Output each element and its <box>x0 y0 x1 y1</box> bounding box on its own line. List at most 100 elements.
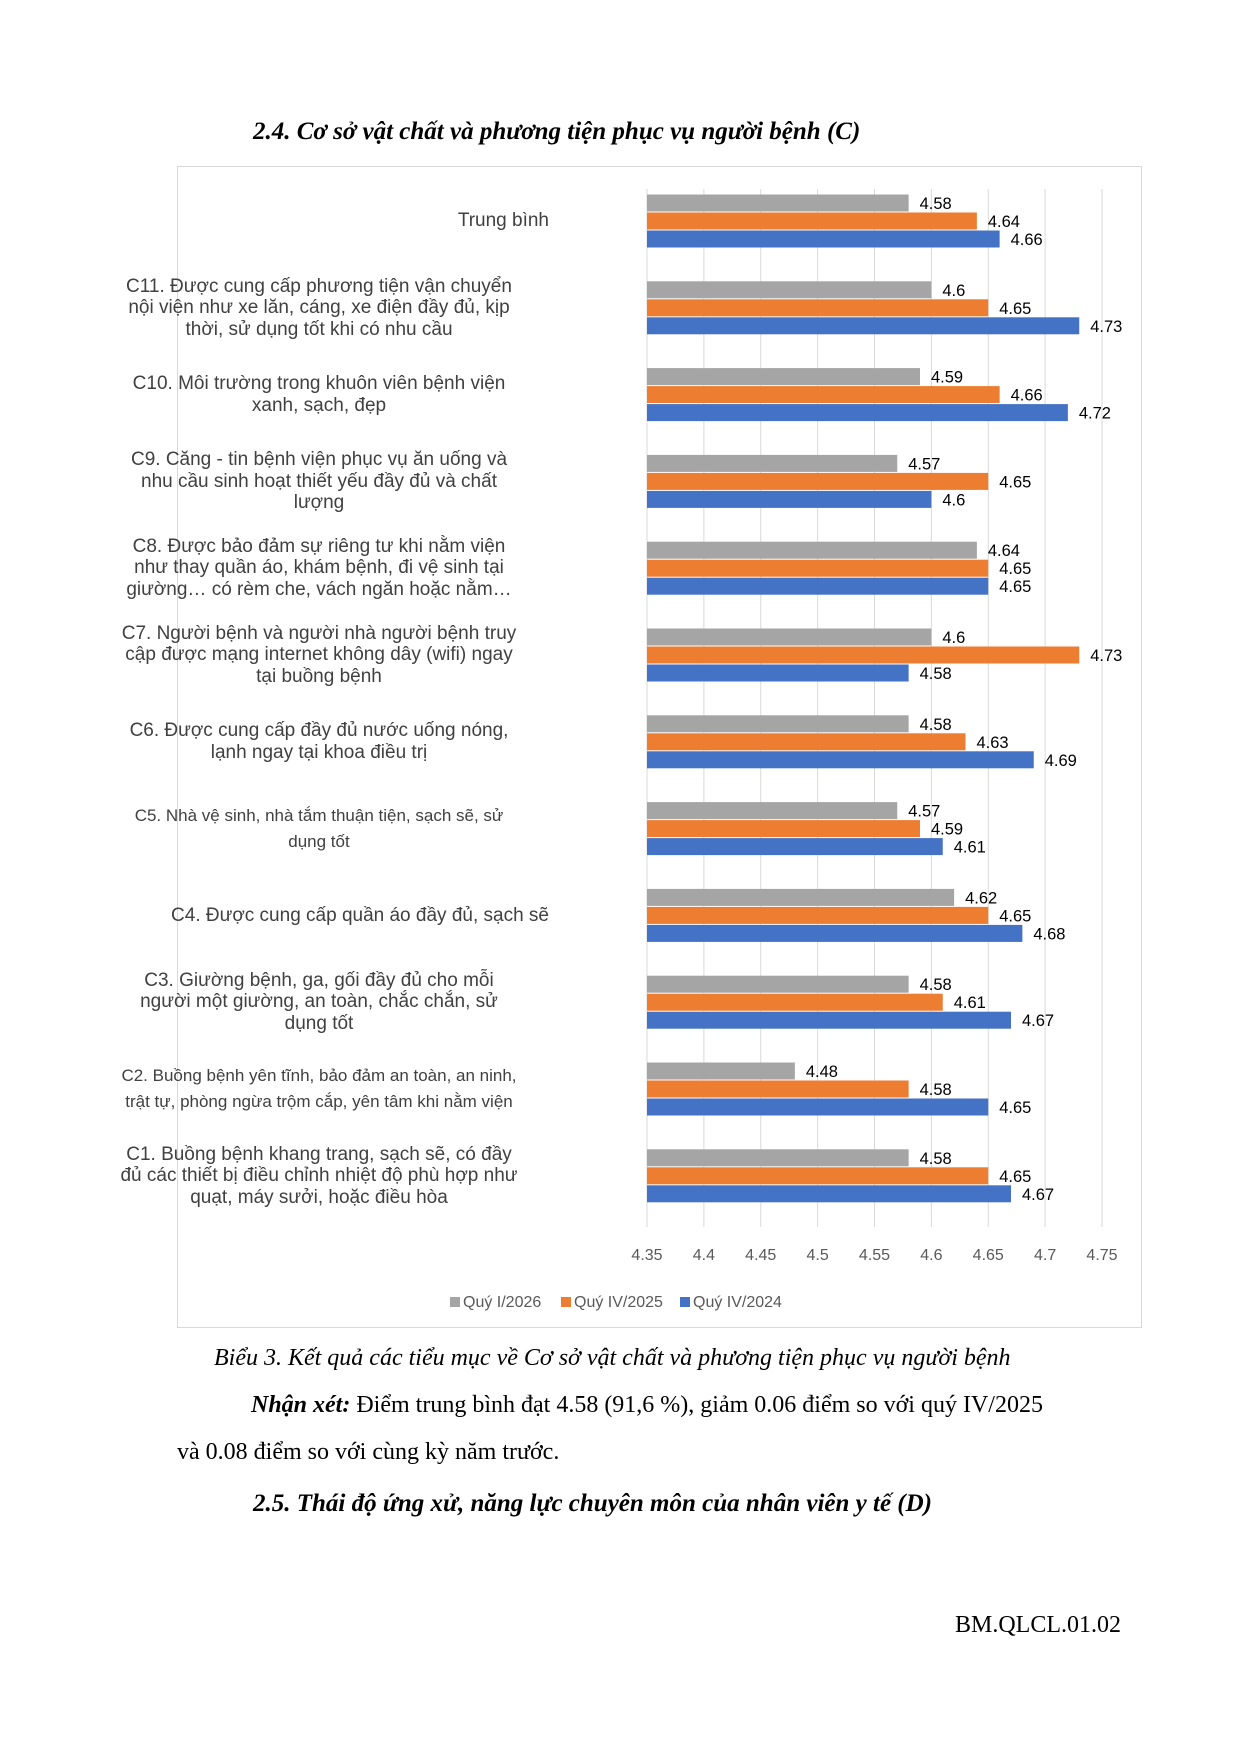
category-label-line: C11. Được cung cấp phương tiện vận chuyể… <box>126 275 512 297</box>
x-tick-label: 4.55 <box>859 1247 890 1264</box>
category-label-line: C2. Buồng bệnh yên tĩnh, bảo đảm an toàn… <box>121 1066 517 1085</box>
bar <box>647 751 1034 769</box>
data-label: 4.62 <box>965 889 997 907</box>
remark-line-2: và 0.08 điểm so với cùng kỳ năm trước. <box>177 1439 560 1465</box>
data-label: 4.66 <box>1011 231 1043 249</box>
category-label: C6. Được cung cấp đầy đủ nước uống nóng,… <box>89 720 549 763</box>
data-label: 4.59 <box>931 821 963 839</box>
data-label: 4.65 <box>999 473 1031 491</box>
bar <box>647 993 943 1011</box>
bar <box>647 820 920 838</box>
remark-line-1: Điểm trung bình đạt 4.58 (91,6 %), giảm … <box>356 1392 1043 1418</box>
bar <box>647 386 1000 404</box>
data-label: 4.58 <box>920 665 952 683</box>
data-label: 4.57 <box>908 803 940 821</box>
category-label-line: tại buồng bệnh <box>256 665 382 687</box>
bar <box>647 404 1068 422</box>
data-label: 4.48 <box>806 1063 838 1081</box>
bar-chart: 4.35 4.4 4.45 4.5 4.55 4.6 4.65 4.7 4.75 4.58 4.64… <box>120 166 1142 1328</box>
category-label-line: thời, sử dụng tốt khi có nhu cầu <box>185 318 453 340</box>
bar <box>647 924 1023 942</box>
x-tick-label: 4.5 <box>807 1247 829 1264</box>
category-label-line: cập được mạng internet không dây (wifi) … <box>125 644 513 666</box>
category-label: C1. Buồng bệnh khang trang, sạch sẽ, có … <box>89 1144 549 1209</box>
data-label: 4.72 <box>1079 405 1111 423</box>
bar <box>647 646 1080 664</box>
bar <box>647 1098 989 1116</box>
category-label-line: trật tự, phòng ngừa trộm cắp, yên tâm kh… <box>125 1092 513 1111</box>
category-label-line: như thay quần áo, khám bệnh, đi vệ sinh … <box>134 557 504 579</box>
data-label: 4.58 <box>920 1081 952 1099</box>
x-tick-label: 4.75 <box>1086 1247 1117 1264</box>
x-tick-label: 4.6 <box>920 1247 942 1264</box>
category-label: C4. Được cung cấp quần áo đầy đủ, sạch s… <box>89 905 549 927</box>
data-label: 4.73 <box>1090 647 1122 665</box>
data-label: 4.61 <box>954 994 986 1012</box>
x-tick-label: 4.4 <box>693 1247 715 1264</box>
bar <box>647 230 1000 248</box>
data-label: 4.6 <box>942 491 965 509</box>
remark-label: Nhận xét: <box>251 1392 351 1418</box>
category-label-line: người một giường, an toàn, chắc chắn, sử <box>140 991 498 1013</box>
category-label-line: C10. Môi trường trong khuôn viên bệnh vi… <box>132 373 506 395</box>
category-label-line: C7. Người bệnh và người nhà người bệnh t… <box>121 622 517 644</box>
bar <box>647 212 977 230</box>
data-label: 4.67 <box>1022 1012 1054 1030</box>
category-label-line: C8. Được bảo đảm sự riêng tư khi nằm việ… <box>132 535 506 557</box>
bar <box>647 490 932 508</box>
x-tick-label: 4.65 <box>973 1247 1004 1264</box>
category-label: C7. Người bệnh và người nhà người bệnh t… <box>89 623 549 688</box>
data-label: 4.57 <box>908 455 940 473</box>
data-label: 4.58 <box>920 1150 952 1168</box>
remark-paragraph: Nhận xét: Điểm trung bình đạt 4.58 (91,6… <box>251 1392 1043 1419</box>
category-label-line: lượng <box>293 492 345 514</box>
form-code: BM.QLCL.01.02 <box>954 1612 1121 1638</box>
data-label: 4.58 <box>920 195 952 213</box>
bar <box>647 1062 795 1080</box>
data-label: 4.65 <box>999 300 1031 318</box>
bar <box>647 1011 1011 1029</box>
chart-canvas: 4.35 4.4 4.45 4.5 4.55 4.6 4.65 4.7 4.754.584.64… <box>450 189 1122 1311</box>
category-label-line: dụng tốt <box>288 831 350 851</box>
category-label-line: C1. Buồng bệnh khang trang, sạch sẽ, có … <box>126 1143 512 1165</box>
x-tick-label: 4.7 <box>1034 1247 1056 1264</box>
bar <box>647 838 943 856</box>
category-label-line: C4. Được cung cấp quần áo đầy đủ, sạch s… <box>171 904 549 926</box>
data-label: 4.69 <box>1045 752 1077 770</box>
bar <box>647 472 989 490</box>
category-label-line: xanh, sạch, đẹp <box>251 394 387 416</box>
data-label: 4.59 <box>931 369 963 387</box>
bar <box>647 541 977 559</box>
legend-label: Quý IV/2024 <box>693 1294 782 1311</box>
category-label-line: dụng tốt <box>284 1012 354 1034</box>
category-label-line: C3. Giường bệnh, ga, gối đầy đủ cho mỗi <box>144 969 494 991</box>
category-label: C2. Buồng bệnh yên tĩnh, bảo đảm an toàn… <box>89 1063 549 1115</box>
data-label: 4.64 <box>988 542 1020 560</box>
legend-label: Quý I/2026 <box>463 1294 541 1311</box>
category-label-line: nhu cầu sinh hoạt thiết yếu đầy đủ và ch… <box>141 470 497 492</box>
bar <box>647 906 989 924</box>
category-label-line: Trung bình <box>457 210 549 232</box>
legend-swatch <box>561 1297 571 1307</box>
data-label: 4.73 <box>1090 318 1122 336</box>
legend-label: Quý IV/2025 <box>574 1294 663 1311</box>
category-label: C3. Giường bệnh, ga, gối đầy đủ cho mỗi n… <box>89 970 549 1035</box>
figure-caption: Biểu 3. Kết quả các tiểu mục về Cơ sở vậ… <box>214 1345 1011 1371</box>
bar <box>647 715 909 733</box>
category-label: C5. Nhà vệ sinh, nhà tắm thuận tiện, sạc… <box>89 803 549 855</box>
data-label: 4.65 <box>999 1168 1031 1186</box>
bar <box>647 454 898 472</box>
bar <box>647 559 989 577</box>
category-label: C11. Được cung cấp phương tiện vận chuyể… <box>89 276 549 341</box>
category-label-line: C9. Căng - tin bệnh viện phục vụ ăn uống… <box>130 449 508 471</box>
bar <box>647 733 966 751</box>
data-label: 4.61 <box>954 839 986 857</box>
bar <box>647 368 920 386</box>
data-label: 4.6 <box>942 629 965 647</box>
category-label: C9. Căng - tin bệnh viện phục vụ ăn uống… <box>89 449 549 514</box>
data-label: 4.6 <box>942 282 965 300</box>
x-tick-label: 4.45 <box>745 1247 776 1264</box>
bar <box>647 888 955 906</box>
category-label: C8. Được bảo đảm sự riêng tư khi nằm việ… <box>89 536 549 601</box>
legend-swatch <box>450 1297 460 1307</box>
